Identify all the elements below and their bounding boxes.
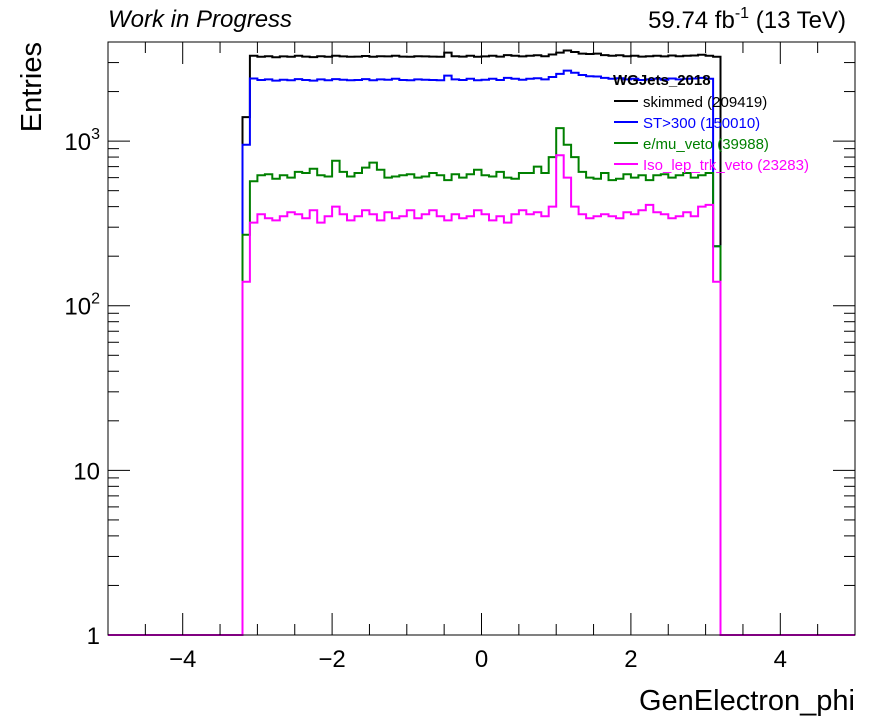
y-tick-label: 1 [87, 623, 100, 650]
series-line-2 [108, 127, 855, 636]
luminosity-label: 59.74 fb-1 (13 TeV) [648, 5, 846, 34]
y-tick-label: 103 [64, 126, 100, 156]
legend-title: WGJets_2018 [613, 72, 711, 89]
x-axis-title: GenElectron_phi [639, 685, 855, 717]
x-tick-label: −2 [318, 646, 345, 673]
x-axis: −4 −2 0 2 4 [107, 42, 856, 673]
y-axis: 1 10 102 103 [64, 41, 855, 650]
work-in-progress-label: Work in Progress [108, 6, 292, 33]
legend-entry: e/mu_veto (39988) [643, 136, 769, 153]
y-tick-label: 102 [64, 291, 100, 321]
legend-entry: skimmed (209419) [643, 94, 767, 111]
series-line-1 [108, 69, 855, 636]
x-tick-label: −4 [169, 646, 196, 673]
luminosity-energy: (13 TeV) [749, 7, 846, 34]
x-tick-label: 2 [624, 646, 637, 673]
legend-entry: ST>300 (150010) [643, 115, 760, 132]
y-axis-title: Entries [16, 42, 48, 132]
series-line-3 [108, 154, 855, 636]
x-tick-label: 4 [774, 646, 787, 673]
luminosity-value: 59.74 fb [648, 7, 735, 34]
y-tick-label: 10 [73, 458, 100, 485]
luminosity-exponent: -1 [735, 5, 749, 22]
x-tick-label: 0 [475, 646, 488, 673]
legend-entry: Iso_lep_trk_veto (23283) [643, 157, 809, 174]
